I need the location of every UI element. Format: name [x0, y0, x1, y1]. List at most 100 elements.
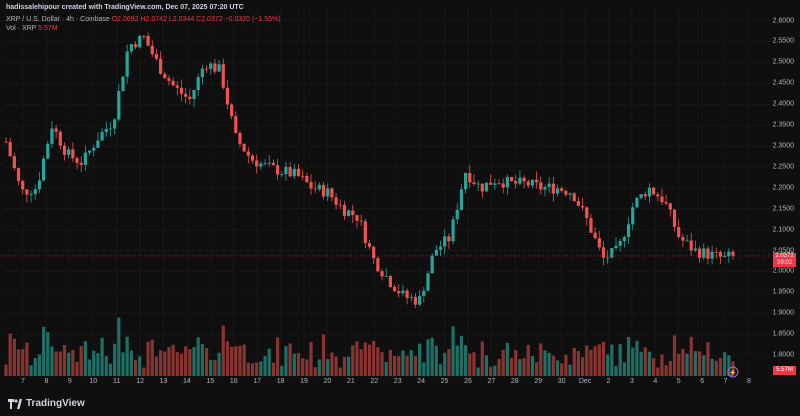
y-tick-label: 2.4500 — [772, 79, 794, 87]
y-tick-label: 2.3000 — [772, 142, 794, 150]
volume-bar — [593, 346, 597, 376]
x-tick-label: 17 — [253, 378, 262, 385]
volume-bar — [576, 351, 581, 376]
candle-body — [372, 246, 376, 259]
candle-body — [514, 181, 518, 184]
candle-body — [21, 180, 25, 190]
volume-bar — [355, 341, 359, 376]
volume-bar — [560, 363, 564, 376]
volume-bar — [514, 350, 518, 376]
candle-body — [568, 193, 572, 195]
volume-bar — [321, 334, 326, 376]
candle-body — [108, 128, 113, 130]
volume-value: 5.57M — [38, 25, 58, 32]
candle-body — [275, 165, 280, 175]
symbol-line: XRP / U.S. Dollar · 4h · Coinbase O2.069… — [6, 16, 281, 23]
candle-body — [54, 128, 58, 132]
candle-body — [430, 255, 434, 274]
candle-body — [196, 77, 200, 91]
candle-body — [451, 219, 455, 242]
volume-bar — [163, 351, 167, 376]
candle-body — [117, 90, 121, 120]
x-tick-label: 6 — [700, 378, 705, 385]
volume-bar — [413, 356, 418, 376]
candle-body — [284, 167, 288, 174]
y-tick-label: 2.6000 — [772, 17, 794, 25]
y-tick-label: 2.0000 — [772, 267, 794, 275]
candle-body — [188, 96, 192, 100]
candle-body — [489, 182, 493, 185]
volume-bar — [54, 351, 58, 376]
volume-bar — [67, 352, 71, 376]
tradingview-logo[interactable]: TradingView — [8, 398, 85, 409]
candle-body — [317, 184, 321, 190]
x-tick-label: 15 — [206, 378, 215, 385]
y-tick-label: 2.4000 — [772, 100, 794, 108]
volume-bar — [522, 358, 526, 376]
volume-bar — [405, 355, 409, 376]
volume-bar — [489, 366, 493, 376]
price-candles — [4, 32, 735, 309]
volume-bar — [108, 363, 113, 376]
volume-bar — [255, 362, 259, 376]
candle-body — [643, 194, 647, 197]
candle-body — [4, 141, 8, 143]
candle-body — [681, 237, 685, 241]
volume-bar — [221, 325, 225, 376]
volume-bar — [121, 352, 125, 376]
x-tick-label: 16 — [229, 378, 238, 385]
x-tick-label: 7 — [723, 378, 728, 385]
volume-bar — [259, 361, 263, 376]
candle-body — [250, 155, 255, 161]
volume-bar — [480, 341, 484, 376]
candle-body — [392, 286, 397, 292]
candle-body — [42, 158, 46, 181]
candle-body — [326, 188, 330, 197]
candle-body — [138, 35, 142, 48]
candle-body — [96, 140, 100, 148]
volume-bar — [547, 352, 551, 376]
candle-body — [706, 248, 710, 259]
volume-bar — [539, 343, 543, 376]
candle-body — [656, 194, 660, 197]
volume-bar — [92, 350, 96, 376]
candle-body — [664, 202, 668, 204]
volume-bar — [113, 343, 117, 376]
x-tick-label: 22 — [370, 378, 379, 385]
y-tick-label: 2.0500 — [772, 247, 794, 255]
volume-bar — [530, 356, 535, 376]
volume-bar — [551, 355, 555, 376]
volume-bar — [631, 347, 635, 376]
volume-bar — [96, 353, 100, 376]
volume-line: Vol · XRP 5.57M — [6, 25, 58, 32]
volume-bar — [158, 350, 163, 376]
x-tick-label: 30 — [557, 378, 566, 385]
volume-label[interactable]: Vol · XRP — [6, 25, 37, 32]
volume-bar — [372, 340, 376, 376]
volume-bar — [280, 365, 284, 376]
volume-bar — [710, 358, 714, 376]
candle-body — [522, 177, 526, 182]
candle-body — [397, 291, 401, 294]
candle-body — [359, 220, 363, 222]
x-tick-label: Dec — [578, 378, 592, 385]
candle-body — [384, 276, 388, 277]
candle-body — [37, 180, 42, 190]
candle-body — [184, 93, 188, 97]
candle-body — [347, 210, 351, 216]
candle-body — [631, 207, 635, 225]
volume-bar — [242, 344, 246, 376]
candle-body — [668, 203, 672, 210]
candle-body — [342, 204, 347, 216]
candle-body — [547, 183, 551, 188]
candle-body — [225, 87, 230, 105]
x-tick-label: 26 — [464, 378, 472, 385]
volume-bar — [250, 363, 255, 376]
volume-bar — [8, 333, 12, 376]
symbol-name[interactable]: XRP / U.S. Dollar · 4h · Coinbase — [6, 16, 110, 23]
candle-body — [163, 73, 167, 79]
indicator-icon[interactable]: ⚡ — [727, 366, 739, 378]
x-tick-label: 28 — [510, 378, 519, 385]
candle-body — [292, 168, 296, 177]
volume-bar — [568, 364, 572, 376]
